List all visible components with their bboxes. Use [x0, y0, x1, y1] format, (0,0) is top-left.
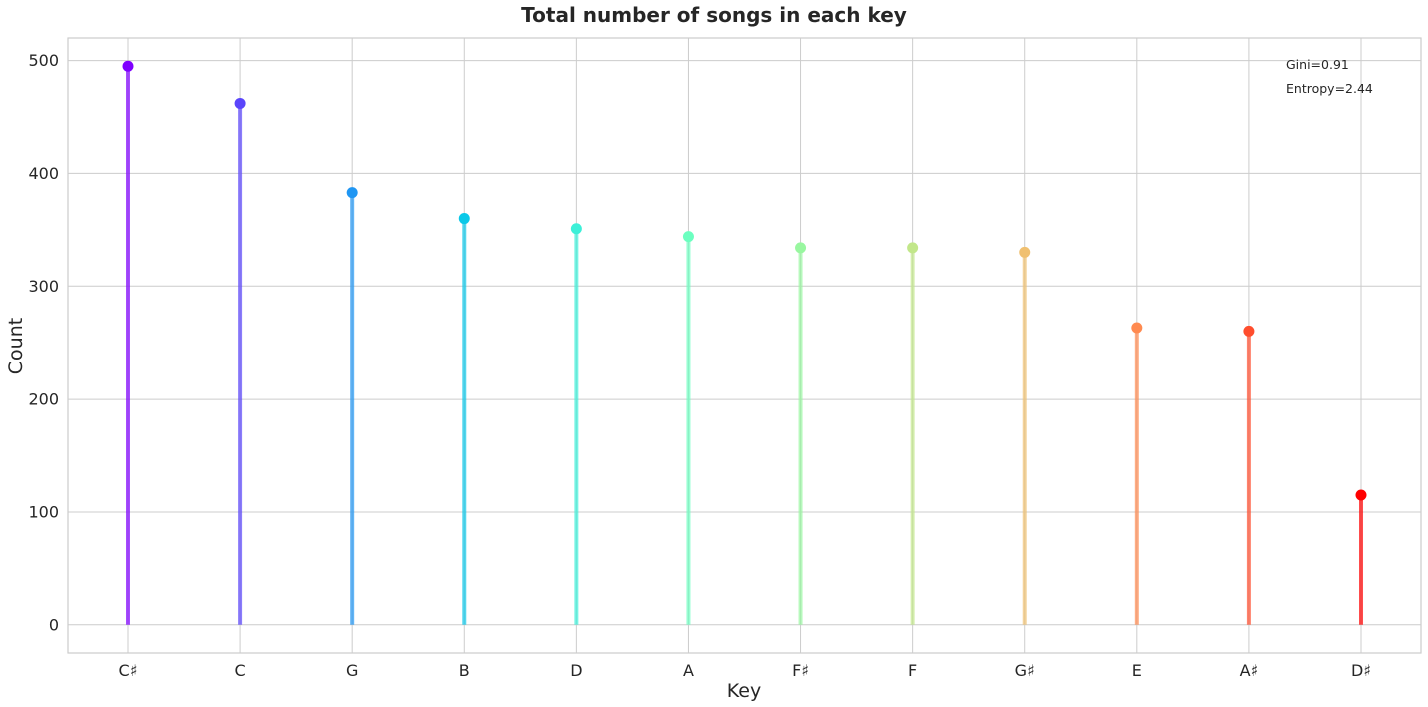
x-tick-label: B: [459, 661, 470, 680]
x-tick-label: C♯: [119, 661, 138, 680]
chart-title: Total number of songs in each key: [521, 3, 907, 27]
lollipop-stems: [126, 66, 1363, 625]
lollipop-marker: [122, 60, 134, 72]
y-tick-label: 100: [28, 502, 59, 521]
lollipop-marker: [682, 231, 694, 243]
lollipop-marker: [1243, 325, 1255, 337]
x-tick-label: G: [346, 661, 358, 680]
lollipop-marker: [907, 242, 919, 254]
x-tick-label: D♯: [1351, 661, 1371, 680]
x-tick-labels: C♯ C G B D A F♯ F G♯ E A♯ D♯: [119, 661, 1371, 680]
lollipop-marker: [458, 213, 470, 225]
x-tick-label: A♯: [1240, 661, 1259, 680]
x-axis-label: Key: [727, 680, 761, 702]
y-axis-label: Count: [5, 318, 27, 374]
x-tick-label: G♯: [1015, 661, 1035, 680]
lollipop-marker: [570, 223, 582, 235]
x-tick-label: F♯: [792, 661, 809, 680]
x-tick-label: A: [683, 661, 694, 680]
lollipop-marker: [1019, 246, 1031, 258]
lollipop-marker: [1131, 322, 1143, 334]
gini-annotation: Gini=0.91: [1286, 57, 1349, 72]
lollipop-marker: [1355, 489, 1367, 501]
gridlines: [68, 38, 1421, 653]
lollipop-marker: [346, 187, 358, 199]
x-tick-label: F: [908, 661, 917, 680]
plot-frame: [67, 37, 1422, 654]
y-tick-labels: 0 100 200 300 400 500: [28, 51, 59, 634]
lollipop-markers: [122, 60, 1367, 501]
x-tick-label: D: [570, 661, 582, 680]
x-tick-label: E: [1132, 661, 1142, 680]
lollipop-marker: [234, 97, 246, 109]
y-tick-label: 200: [28, 390, 59, 409]
y-tick-label: 0: [49, 615, 59, 634]
y-tick-label: 500: [28, 51, 59, 70]
entropy-annotation: Entropy=2.44: [1286, 81, 1373, 96]
lollipop-marker: [795, 242, 807, 254]
y-tick-label: 300: [28, 277, 59, 296]
x-tick-label: C: [235, 661, 246, 680]
y-tick-label: 400: [28, 164, 59, 183]
